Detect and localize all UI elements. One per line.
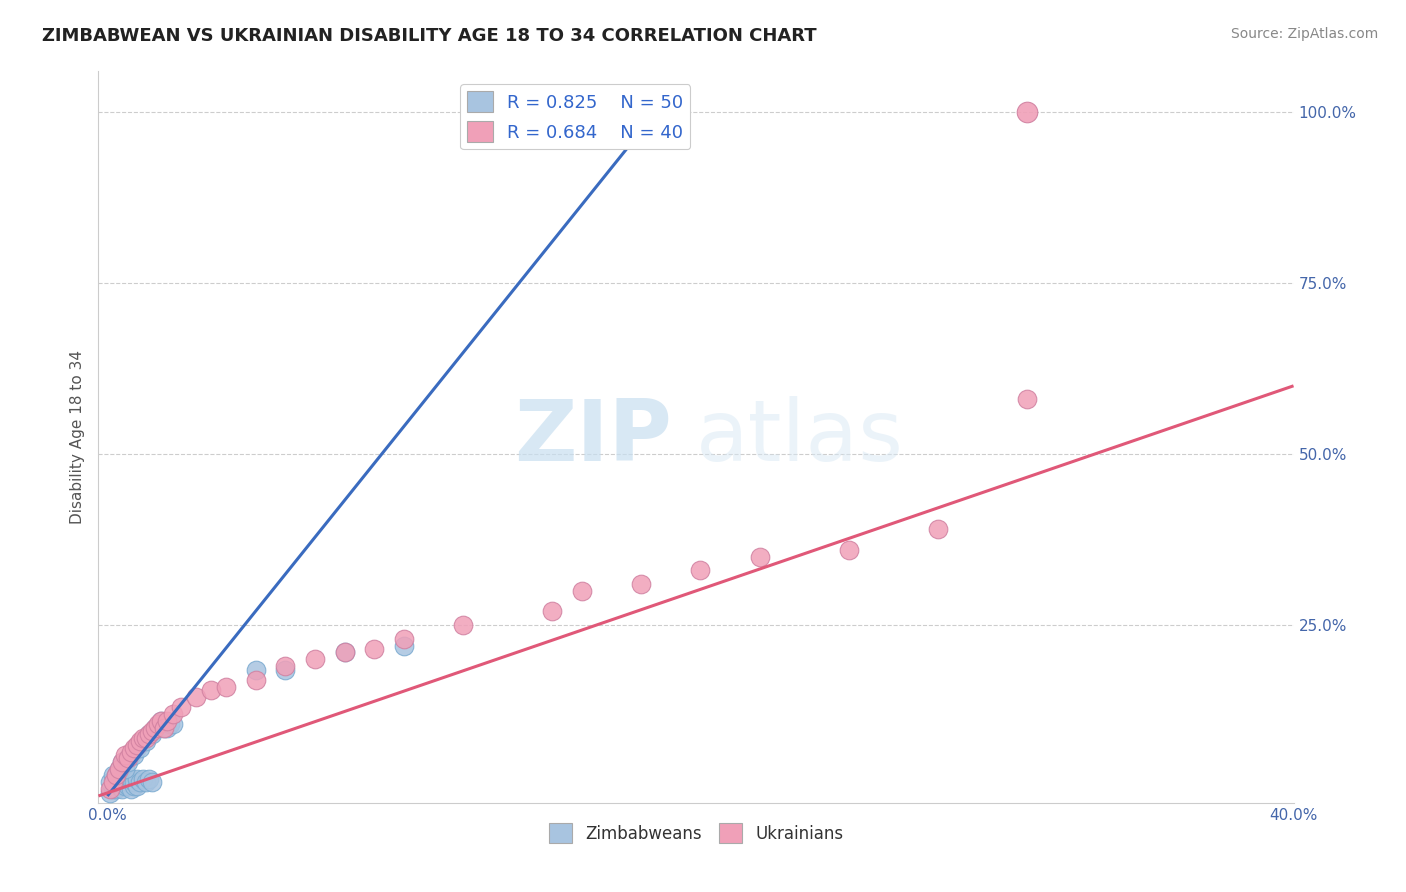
Point xyxy=(141,775,163,789)
Point xyxy=(111,755,134,769)
Point xyxy=(120,782,142,797)
Point xyxy=(392,639,415,653)
Point xyxy=(120,747,142,762)
Point xyxy=(132,772,155,786)
Point xyxy=(1015,105,1038,120)
Point xyxy=(162,717,184,731)
Point xyxy=(689,563,711,577)
Point xyxy=(122,747,145,762)
Point xyxy=(105,768,128,782)
Point xyxy=(117,755,139,769)
Point xyxy=(129,741,152,756)
Text: atlas: atlas xyxy=(696,395,904,479)
Point xyxy=(103,768,125,782)
Point xyxy=(541,604,564,618)
Point xyxy=(117,751,139,765)
Point xyxy=(149,714,172,728)
Point xyxy=(117,779,139,793)
Point xyxy=(645,105,668,120)
Point xyxy=(245,663,267,677)
Point xyxy=(103,779,125,793)
Point xyxy=(111,755,134,769)
Point xyxy=(1015,392,1038,407)
Point xyxy=(186,690,208,704)
Point xyxy=(146,717,169,731)
Text: ZIP: ZIP xyxy=(515,395,672,479)
Point xyxy=(146,721,169,735)
Point xyxy=(114,747,136,762)
Point xyxy=(105,775,128,789)
Point xyxy=(141,724,163,739)
Point xyxy=(451,618,474,632)
Point xyxy=(122,779,145,793)
Point xyxy=(162,706,184,721)
Point xyxy=(122,741,145,756)
Point xyxy=(132,731,155,745)
Point xyxy=(245,673,267,687)
Point xyxy=(125,772,148,786)
Text: Source: ZipAtlas.com: Source: ZipAtlas.com xyxy=(1230,27,1378,41)
Point xyxy=(129,734,152,748)
Point xyxy=(363,642,385,657)
Point xyxy=(125,741,148,756)
Point xyxy=(138,727,160,741)
Point xyxy=(143,721,166,735)
Point xyxy=(111,782,134,797)
Point xyxy=(108,762,131,776)
Point xyxy=(125,779,148,793)
Point xyxy=(98,782,121,797)
Point xyxy=(630,577,652,591)
Y-axis label: Disability Age 18 to 34: Disability Age 18 to 34 xyxy=(69,350,84,524)
Point xyxy=(114,775,136,789)
Point xyxy=(927,522,949,536)
Point xyxy=(392,632,415,646)
Point xyxy=(132,734,155,748)
Point xyxy=(114,762,136,776)
Point xyxy=(333,645,356,659)
Point xyxy=(135,775,157,789)
Point xyxy=(135,734,157,748)
Point xyxy=(152,721,174,735)
Point xyxy=(120,772,142,786)
Point xyxy=(159,717,181,731)
Point xyxy=(170,700,193,714)
Point xyxy=(215,680,238,694)
Point xyxy=(108,779,131,793)
Point xyxy=(571,583,593,598)
Point xyxy=(748,549,770,564)
Point xyxy=(156,721,179,735)
Text: ZIMBABWEAN VS UKRAINIAN DISABILITY AGE 18 TO 34 CORRELATION CHART: ZIMBABWEAN VS UKRAINIAN DISABILITY AGE 1… xyxy=(42,27,817,45)
Point xyxy=(117,775,139,789)
Point xyxy=(125,738,148,752)
Point xyxy=(274,659,297,673)
Point xyxy=(135,731,157,745)
Point xyxy=(98,775,121,789)
Point xyxy=(274,663,297,677)
Point xyxy=(105,768,128,782)
Point xyxy=(108,762,131,776)
Point xyxy=(103,775,125,789)
Point xyxy=(152,721,174,735)
Point xyxy=(105,782,128,797)
Point xyxy=(138,772,160,786)
Point xyxy=(143,721,166,735)
Point xyxy=(114,779,136,793)
Point xyxy=(122,775,145,789)
Legend: Zimbabweans, Ukrainians: Zimbabweans, Ukrainians xyxy=(541,817,851,849)
Point xyxy=(108,775,131,789)
Point xyxy=(103,782,125,797)
Point xyxy=(200,683,222,698)
Point xyxy=(156,714,179,728)
Point xyxy=(138,727,160,741)
Point xyxy=(304,652,326,666)
Point xyxy=(98,786,121,800)
Point xyxy=(120,745,142,759)
Point xyxy=(111,772,134,786)
Point xyxy=(129,775,152,789)
Point xyxy=(149,714,172,728)
Point xyxy=(333,645,356,659)
Point xyxy=(838,542,860,557)
Point xyxy=(141,727,163,741)
